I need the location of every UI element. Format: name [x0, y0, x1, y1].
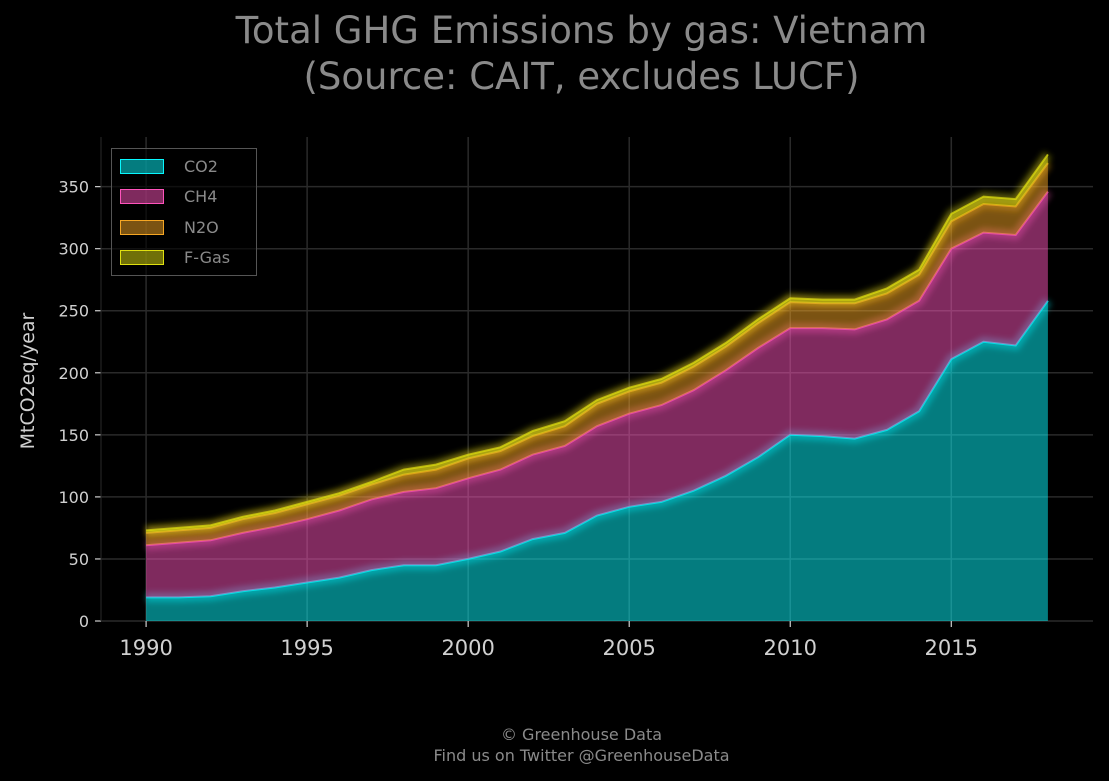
- legend-label-f-gas: F-Gas: [184, 248, 231, 267]
- area-co2: [146, 300, 1048, 621]
- x-tick-label: 2000: [441, 636, 494, 660]
- legend-swatch-co2: [120, 158, 164, 174]
- legend-item-f-gas: F-Gas: [120, 248, 230, 268]
- y-tick-label: 250: [58, 302, 89, 321]
- chart-title-line-1: Total GHG Emissions by gas: Vietnam: [235, 9, 928, 52]
- legend-swatch-n2o: [120, 219, 164, 235]
- x-tick-label: 2005: [602, 636, 655, 660]
- footer: © Greenhouse Data Find us on Twitter @Gr…: [0, 724, 1109, 766]
- legend-item-ch4: CH4: [120, 187, 217, 207]
- area-ch4: [146, 191, 1048, 598]
- y-tick-label: 50: [69, 550, 89, 569]
- legend-swatch-f-gas: [120, 250, 164, 265]
- legend-label-n2o: N2O: [184, 217, 219, 237]
- footer-copyright: © Greenhouse Data: [500, 725, 663, 744]
- y-tick-label: 100: [58, 488, 89, 507]
- y-axis-label: MtCO2eq/year: [17, 312, 39, 449]
- x-tick-label: 2015: [925, 636, 978, 660]
- legend-label-co2: CO2: [184, 156, 218, 176]
- x-tick-label: 1990: [119, 636, 172, 660]
- area-layers: [145, 151, 1052, 621]
- y-tick-label: 300: [58, 240, 89, 259]
- x-tick-label: 2010: [764, 636, 817, 660]
- footer-twitter: Find us on Twitter @GreenhouseData: [433, 746, 730, 765]
- y-tick-label: 150: [58, 426, 89, 445]
- y-tick-label: 0: [79, 612, 89, 631]
- line-f-gas: [146, 153, 1049, 532]
- x-tick-label: 1995: [280, 636, 333, 660]
- y-tick-label: 200: [58, 364, 89, 383]
- y-tick-label: 350: [58, 178, 89, 197]
- legend-swatch-ch4: [120, 189, 164, 204]
- axes: 0 50 100 150 200 250 300 350 1990 1995 2000 2005 201…: [58, 137, 978, 660]
- legend-item-n2o: N2O: [120, 217, 219, 237]
- legend-item-co2: CO2: [120, 156, 218, 176]
- legend-label-ch4: CH4: [184, 187, 218, 206]
- chart-title: Total GHG Emissions by gas: Vietnam (Sou…: [0, 8, 1109, 100]
- chart-title-line-2: (Source: CAIT, excludes LUCF): [303, 55, 860, 98]
- legend: CO2 CH4 N2O F-Gas: [111, 148, 257, 276]
